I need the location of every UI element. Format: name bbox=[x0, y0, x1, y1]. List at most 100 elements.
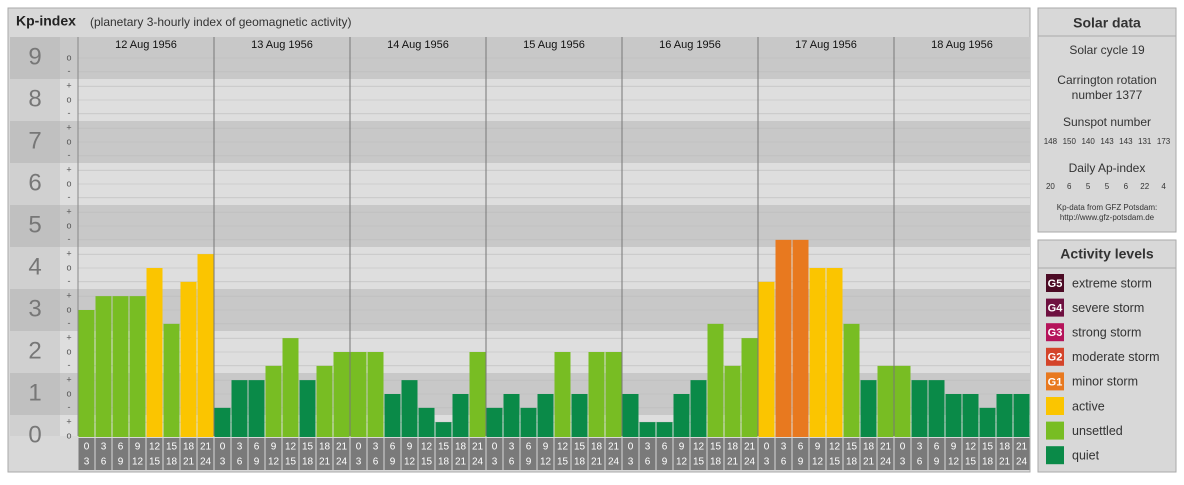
hour-label: 18 bbox=[846, 457, 858, 468]
y-label-band bbox=[10, 163, 60, 205]
legend-swatch bbox=[1046, 347, 1064, 366]
hour-label: 0 bbox=[356, 442, 362, 453]
hour-label: 12 bbox=[948, 457, 960, 468]
hour-label: 21 bbox=[863, 457, 875, 468]
y-label-band bbox=[10, 373, 60, 415]
hour-label: 3 bbox=[764, 457, 770, 468]
hour-label: 21 bbox=[336, 442, 348, 453]
hour-box bbox=[486, 438, 503, 470]
hour-box bbox=[333, 438, 350, 470]
bar bbox=[775, 239, 792, 437]
y-label-band bbox=[10, 37, 60, 79]
bar bbox=[248, 380, 265, 437]
legend-swatch bbox=[1046, 446, 1064, 465]
y-label-band bbox=[10, 331, 60, 373]
hour-label: 15 bbox=[557, 457, 569, 468]
hour-label: 21 bbox=[200, 442, 212, 453]
hour-box bbox=[928, 438, 945, 470]
minor-tick-label: - bbox=[68, 192, 71, 202]
day-label: 17 Aug 1956 bbox=[795, 39, 857, 51]
bar bbox=[656, 422, 673, 437]
hour-box bbox=[78, 438, 95, 470]
hour-box bbox=[724, 438, 741, 470]
solar-cycle: Solar cycle 19 bbox=[1069, 43, 1145, 57]
bar bbox=[588, 352, 605, 437]
hour-label: 3 bbox=[628, 457, 634, 468]
hour-label: 21 bbox=[1016, 442, 1028, 453]
bar bbox=[928, 380, 945, 437]
bar bbox=[367, 352, 384, 437]
hour-box bbox=[265, 438, 282, 470]
hour-label: 18 bbox=[982, 457, 994, 468]
bar bbox=[979, 407, 996, 437]
hour-label: 12 bbox=[421, 442, 433, 453]
hour-box bbox=[894, 438, 911, 470]
hour-label: 24 bbox=[880, 457, 892, 468]
hour-box bbox=[571, 438, 588, 470]
hour-label: 3 bbox=[237, 442, 243, 453]
hour-label: 12 bbox=[812, 457, 824, 468]
carrington: number 1377 bbox=[1072, 88, 1143, 102]
ap-value: 5 bbox=[1086, 182, 1091, 191]
ap-value: 6 bbox=[1067, 182, 1072, 191]
legend-badge: G5 bbox=[1048, 278, 1063, 290]
hour-label: 18 bbox=[166, 457, 178, 468]
hour-label: 9 bbox=[254, 457, 260, 468]
minor-tick-label: + bbox=[66, 165, 71, 175]
hour-box bbox=[401, 438, 418, 470]
y-tick-label: 3 bbox=[28, 295, 41, 322]
minor-tick-label: - bbox=[68, 402, 71, 412]
y-label-band bbox=[10, 289, 60, 331]
hour-label: 6 bbox=[662, 442, 668, 453]
hour-box bbox=[911, 438, 928, 470]
hour-label: 6 bbox=[509, 457, 515, 468]
minor-tick-label: - bbox=[68, 108, 71, 118]
minor-tick-label: o bbox=[66, 430, 71, 440]
bar bbox=[469, 352, 486, 437]
legend-label: moderate storm bbox=[1072, 350, 1160, 364]
hour-box bbox=[673, 438, 690, 470]
hour-label: 12 bbox=[132, 457, 144, 468]
hour-box bbox=[622, 438, 639, 470]
bar bbox=[690, 380, 707, 437]
minor-tick-label: + bbox=[66, 375, 71, 385]
bar bbox=[452, 394, 469, 437]
hour-label: 15 bbox=[302, 442, 314, 453]
hour-box bbox=[469, 438, 486, 470]
y-label-band bbox=[10, 79, 60, 121]
hour-label: 18 bbox=[863, 442, 875, 453]
hour-label: 0 bbox=[628, 442, 634, 453]
minor-tick-label: o bbox=[66, 220, 71, 230]
minor-tick-label: + bbox=[66, 81, 71, 91]
bar bbox=[707, 323, 724, 437]
hour-box bbox=[282, 438, 299, 470]
y-tick-label: 0 bbox=[28, 421, 41, 448]
hour-box bbox=[792, 438, 809, 470]
hour-label: 15 bbox=[829, 457, 841, 468]
hour-label: 24 bbox=[472, 457, 484, 468]
bar bbox=[299, 380, 316, 437]
day-label: 18 Aug 1956 bbox=[931, 39, 993, 51]
bar bbox=[503, 394, 520, 437]
hour-box bbox=[129, 438, 146, 470]
legend-swatch bbox=[1046, 274, 1064, 292]
sunspots-value: 150 bbox=[1063, 137, 1077, 146]
hour-label: 6 bbox=[781, 457, 787, 468]
hour-label: 3 bbox=[356, 457, 362, 468]
hour-label: 21 bbox=[319, 457, 331, 468]
hour-label: 3 bbox=[84, 457, 90, 468]
hour-label: 15 bbox=[149, 457, 161, 468]
hour-label: 3 bbox=[781, 442, 787, 453]
hour-label: 6 bbox=[101, 457, 107, 468]
hour-label: 3 bbox=[373, 442, 379, 453]
legend-swatch bbox=[1046, 372, 1064, 391]
hour-label: 6 bbox=[526, 442, 532, 453]
bar bbox=[911, 380, 928, 437]
bar bbox=[214, 407, 231, 437]
y-tick-label: 8 bbox=[28, 85, 41, 112]
hour-label: 6 bbox=[934, 442, 940, 453]
hour-label: 6 bbox=[917, 457, 923, 468]
hour-box bbox=[826, 438, 843, 470]
y-tick-label: 5 bbox=[28, 211, 41, 238]
hour-label: 6 bbox=[254, 442, 260, 453]
